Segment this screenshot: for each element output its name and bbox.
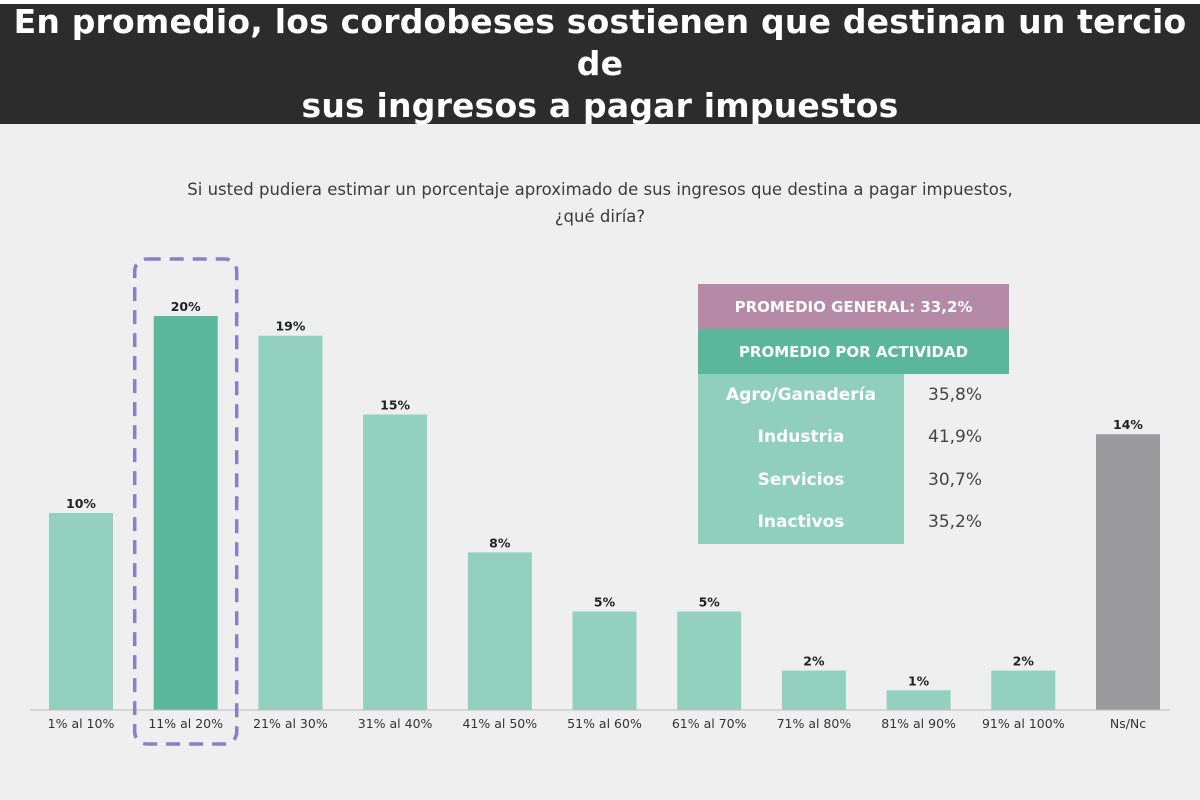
- bar-value-label: 5%: [699, 595, 721, 610]
- bar: [991, 670, 1056, 710]
- x-tick-label: 41% al 50%: [462, 716, 537, 731]
- bar-value-label: 2%: [1013, 654, 1035, 669]
- top-strip: [0, 0, 1200, 4]
- activity-value: 35,2%: [928, 512, 983, 532]
- activity-value: 41,9%: [928, 427, 983, 447]
- bar-value-label: 14%: [1113, 417, 1143, 432]
- x-tick-label: 61% al 70%: [672, 716, 747, 731]
- x-tick-label: 21% al 30%: [253, 716, 328, 731]
- highlight-outline: [132, 257, 239, 746]
- bar-value-label: 8%: [489, 535, 511, 550]
- bar-value-label: 20%: [171, 299, 201, 314]
- bar: [677, 611, 742, 710]
- bar: [153, 316, 218, 710]
- x-tick-label: 91% al 100%: [982, 716, 1065, 731]
- activity-names-panel: [698, 374, 904, 544]
- bar: [781, 670, 846, 710]
- activity-row: Agro/Ganadería 35,8%: [698, 374, 982, 416]
- activity-row: Inactivos 35,2%: [698, 501, 982, 543]
- page-title: En promedio, los cordobeses sostienen qu…: [13, 2, 1187, 125]
- activity-value: 35,8%: [928, 385, 983, 405]
- activity-average-header: PROMEDIO POR ACTIVIDAD: [698, 329, 1009, 374]
- x-tick-label: Ns/Nc: [1110, 716, 1146, 731]
- x-tick-label: 31% al 40%: [358, 716, 433, 731]
- activity-name: Industria: [757, 427, 845, 447]
- bar: [886, 690, 951, 710]
- x-tick-label: 51% al 60%: [567, 716, 642, 731]
- bar: [363, 414, 428, 710]
- bar-value-label: 15%: [380, 398, 410, 413]
- bar-value-label: 1%: [908, 673, 930, 688]
- bar: [1096, 434, 1160, 710]
- bar: [572, 611, 637, 710]
- bar-value-label: 2%: [803, 654, 825, 669]
- header-banner: En promedio, los cordobeses sostienen qu…: [0, 2, 1200, 125]
- activity-value: 30,7%: [928, 470, 983, 490]
- activity-name: Inactivos: [757, 512, 845, 532]
- activity-row: Industria 41,9%: [698, 416, 982, 458]
- activity-name: Servicios: [757, 470, 845, 490]
- bar: [49, 513, 113, 710]
- activity-name: Agro/Ganadería: [726, 385, 876, 405]
- survey-question: Si usted pudiera estimar un porcentaje a…: [187, 180, 1013, 226]
- general-average-badge: PROMEDIO GENERAL: 33,2%: [698, 284, 1009, 329]
- x-tick-label: 71% al 80%: [777, 716, 852, 731]
- bar-value-label: 10%: [66, 496, 96, 511]
- x-tick-label: 11% al 20%: [148, 716, 223, 731]
- bar-value-label: 19%: [275, 319, 305, 334]
- x-tick-label: 81% al 90%: [881, 716, 956, 731]
- bar-value-label: 5%: [594, 595, 616, 610]
- bar: [467, 552, 532, 710]
- activity-row: Servicios 30,7%: [698, 459, 982, 501]
- bar: [258, 335, 323, 710]
- x-tick-label: 1% al 10%: [48, 716, 115, 731]
